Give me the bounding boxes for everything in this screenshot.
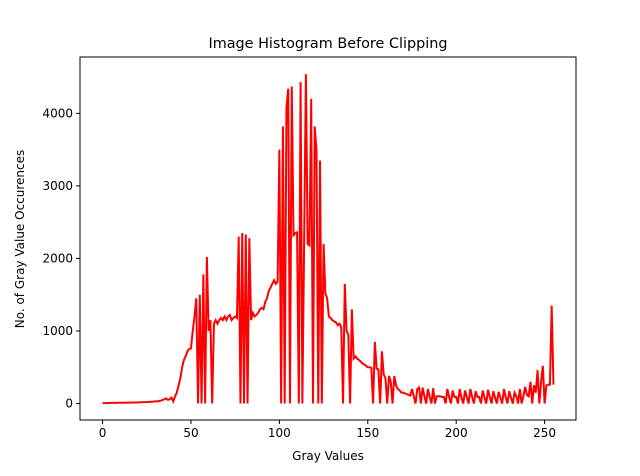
y-tick-label: 0 [65,397,73,411]
x-tick-label: 150 [356,426,379,440]
x-tick-label: 50 [183,426,198,440]
plot-frame [79,56,577,421]
x-tick-label: 250 [533,426,556,440]
x-axis-label: Gray Values [292,449,364,463]
x-tick-label: 200 [445,426,468,440]
y-tick-label: 1000 [42,324,73,338]
y-tick-label: 2000 [42,251,73,265]
x-tick-label: 0 [99,426,107,440]
chart-title: Image Histogram Before Clipping [208,36,447,52]
data-line [102,74,555,405]
y-tick-label: 3000 [42,179,73,193]
y-axis-label: No. of Gray Value Occurences [13,150,27,329]
y-tick-label: 4000 [42,106,73,120]
x-tick-label: 100 [268,426,291,440]
